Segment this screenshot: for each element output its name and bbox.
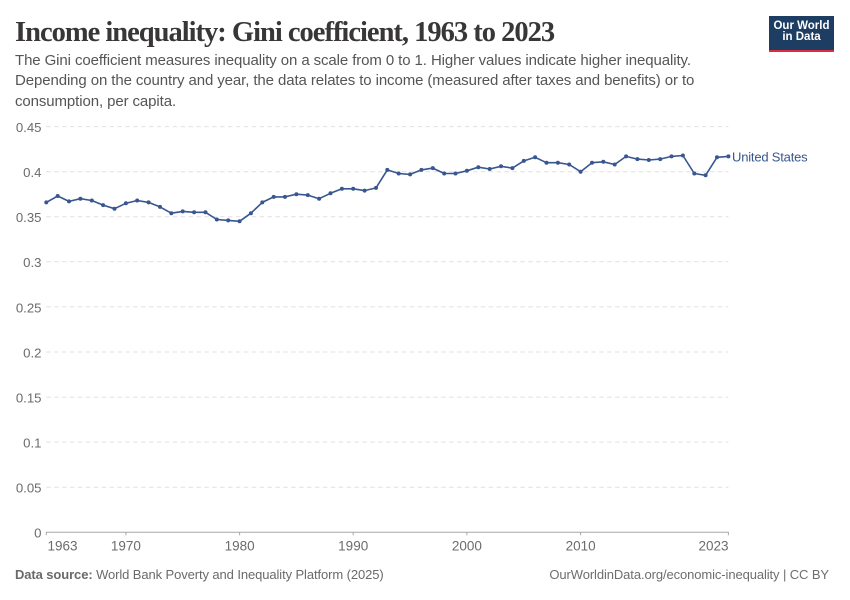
svg-text:1963: 1963 — [48, 539, 78, 554]
svg-text:0.45: 0.45 — [16, 120, 42, 135]
svg-text:0: 0 — [34, 526, 41, 541]
svg-text:1990: 1990 — [338, 539, 368, 554]
svg-text:0.05: 0.05 — [16, 481, 42, 496]
svg-text:1980: 1980 — [225, 539, 255, 554]
svg-text:0.1: 0.1 — [23, 436, 41, 451]
svg-text:1970: 1970 — [111, 539, 141, 554]
svg-text:2010: 2010 — [566, 539, 596, 554]
svg-text:0.4: 0.4 — [23, 165, 41, 180]
svg-text:0.2: 0.2 — [23, 345, 41, 360]
svg-text:0.15: 0.15 — [16, 391, 42, 406]
svg-text:0.35: 0.35 — [16, 210, 42, 225]
svg-text:0.3: 0.3 — [23, 255, 41, 270]
svg-text:United States: United States — [732, 149, 808, 164]
svg-text:0.25: 0.25 — [16, 300, 42, 315]
svg-text:2023: 2023 — [698, 539, 728, 554]
svg-text:2000: 2000 — [452, 539, 482, 554]
